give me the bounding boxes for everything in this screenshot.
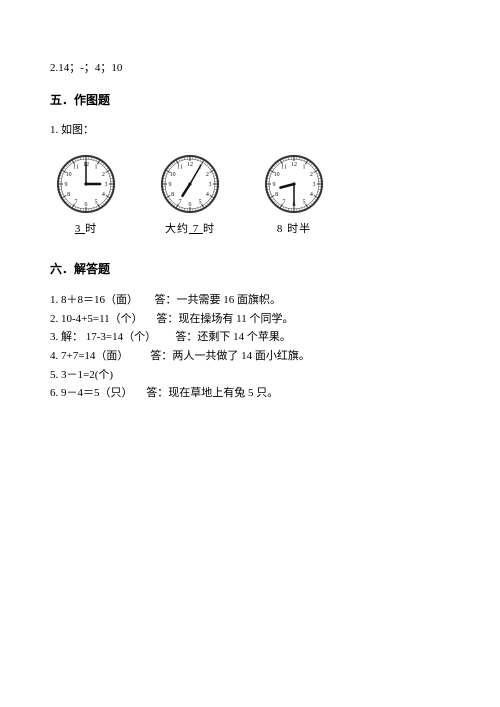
section5-heading: 五．作图题 bbox=[50, 91, 450, 108]
clock-icon: 123456789101112 bbox=[158, 152, 222, 216]
svg-text:9: 9 bbox=[169, 182, 172, 188]
answer-line: 1. 8＋8＝16（面） 答：一共需要 16 面旗帜。 bbox=[50, 291, 450, 310]
svg-text:12: 12 bbox=[291, 162, 297, 168]
answer-line: 2. 10-4+5=11（个） 答：现在操场有 11 个同学。 bbox=[50, 310, 450, 329]
clock-label: 3 时 bbox=[75, 220, 97, 236]
svg-text:3: 3 bbox=[313, 182, 316, 188]
clock-label: 大约 7 时 bbox=[165, 220, 215, 236]
svg-text:2: 2 bbox=[102, 172, 105, 178]
clock-row: 123456789101112 3 时123456789101112大约 7 时… bbox=[54, 152, 450, 236]
svg-text:10: 10 bbox=[170, 172, 176, 178]
svg-text:7: 7 bbox=[283, 199, 286, 205]
svg-text:8: 8 bbox=[67, 192, 70, 198]
section6-heading: 六．解答题 bbox=[50, 260, 450, 277]
svg-text:3: 3 bbox=[209, 182, 212, 188]
answer-line: 3. 解： 17-3=14（个） 答：还剩下 14 个苹果。 bbox=[50, 328, 450, 347]
clock-icon: 123456789101112 bbox=[262, 152, 326, 216]
svg-text:7: 7 bbox=[75, 199, 78, 205]
svg-text:8: 8 bbox=[171, 192, 174, 198]
svg-text:11: 11 bbox=[73, 165, 79, 171]
svg-text:7: 7 bbox=[179, 199, 182, 205]
svg-text:11: 11 bbox=[177, 165, 183, 171]
clock-label: 8 时半 bbox=[277, 220, 311, 236]
svg-text:4: 4 bbox=[206, 192, 209, 198]
svg-text:10: 10 bbox=[274, 172, 280, 178]
svg-text:8: 8 bbox=[275, 192, 278, 198]
svg-text:10: 10 bbox=[66, 172, 72, 178]
answer-line: 6. 9－4＝5（只） 答：现在草地上有兔 5 只。 bbox=[50, 384, 450, 403]
clock-item: 123456789101112 3 时 bbox=[54, 152, 118, 236]
svg-text:3: 3 bbox=[105, 182, 108, 188]
svg-text:1: 1 bbox=[303, 165, 306, 171]
svg-text:1: 1 bbox=[95, 165, 98, 171]
svg-text:9: 9 bbox=[273, 182, 276, 188]
answer-line: 4. 7+7=14（面） 答：两人一共做了 14 面小红旗。 bbox=[50, 347, 450, 366]
svg-text:5: 5 bbox=[95, 199, 98, 205]
svg-text:4: 4 bbox=[310, 192, 313, 198]
clock-item: 1234567891011128 时半 bbox=[262, 152, 326, 236]
answer-line: 5. 3－1=2(个) bbox=[50, 366, 450, 385]
q1-prefix: 1. 如图： bbox=[50, 122, 450, 139]
svg-text:2: 2 bbox=[206, 172, 209, 178]
svg-text:9: 9 bbox=[65, 182, 68, 188]
clock-icon: 123456789101112 bbox=[54, 152, 118, 216]
clock-item: 123456789101112大约 7 时 bbox=[158, 152, 222, 236]
svg-text:2: 2 bbox=[310, 172, 313, 178]
answers-block: 1. 8＋8＝16（面） 答：一共需要 16 面旗帜。2. 10-4+5=11（… bbox=[50, 291, 450, 403]
svg-text:11: 11 bbox=[281, 165, 287, 171]
previous-answer-line: 2.14；-；4；10 bbox=[50, 60, 450, 77]
svg-text:4: 4 bbox=[102, 192, 105, 198]
svg-text:5: 5 bbox=[303, 199, 306, 205]
svg-text:5: 5 bbox=[199, 199, 202, 205]
svg-text:12: 12 bbox=[187, 162, 193, 168]
